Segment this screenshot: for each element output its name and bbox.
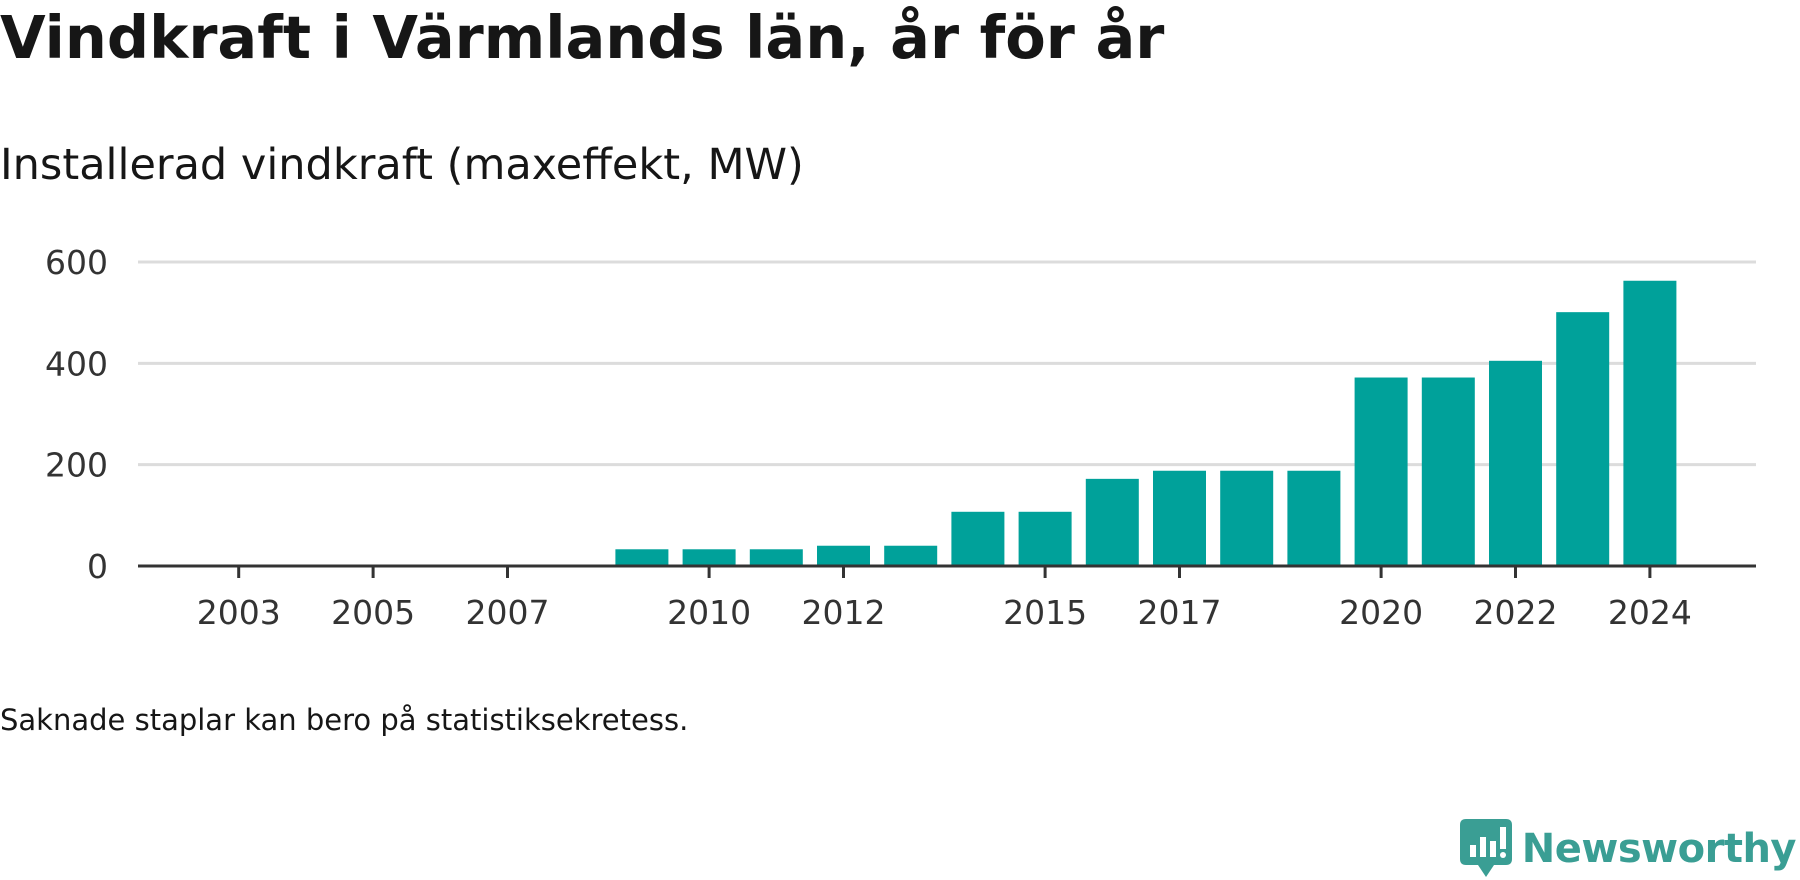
bar-2024 (1623, 280, 1677, 566)
x-tick-label-2003: 2003 (197, 593, 281, 632)
chart-subtitle: Installerad vindkraft (maxeffekt, MW) (0, 140, 804, 190)
bar-2009 (615, 549, 669, 566)
x-axis-labels: 2003 2005 2007 2010 2012 2015 2017 2020 2022 2024 (197, 593, 1692, 632)
footnote: Saknade staplar kan bero på statistiksek… (0, 703, 689, 737)
bar-2016 (1085, 478, 1139, 566)
x-tick-label-2020: 2020 (1339, 593, 1423, 632)
x-tick-label-2007: 2007 (466, 593, 550, 632)
bars (615, 280, 1677, 566)
bar-2018 (1220, 470, 1274, 566)
bar-2020 (1354, 377, 1408, 566)
x-tick-label-2017: 2017 (1138, 593, 1222, 632)
x-tick-label-2024: 2024 (1608, 593, 1692, 632)
bar-2019 (1287, 470, 1341, 566)
chart-title: Vindkraft i Värmlands län, år för år (0, 3, 1165, 72)
y-axis-labels: 0 200 400 600 (45, 243, 108, 586)
y-tick-label-400: 400 (45, 344, 108, 383)
bar-2011 (749, 549, 803, 566)
bar-2017 (1153, 470, 1206, 566)
bar-2010 (682, 549, 736, 566)
bar-2013 (884, 545, 938, 566)
y-tick-label-0: 0 (87, 547, 108, 586)
bar-2014 (951, 511, 1005, 566)
x-tick-label-2005: 2005 (331, 593, 415, 632)
x-axis (138, 564, 1756, 578)
x-tick-label-2022: 2022 (1474, 593, 1558, 632)
x-tick-label-2015: 2015 (1003, 593, 1087, 632)
bar-2012 (817, 545, 870, 566)
x-tick-label-2012: 2012 (802, 593, 886, 632)
bar-2023 (1556, 312, 1610, 566)
brand-name: Newsworthy (1521, 826, 1797, 872)
brand-logo: Newsworthy (1459, 818, 1797, 880)
x-tick-label-2010: 2010 (667, 593, 751, 632)
y-tick-label-200: 200 (45, 446, 108, 485)
y-tick-label-600: 600 (45, 243, 108, 282)
bar-2015 (1018, 511, 1072, 566)
bar-2021 (1421, 377, 1475, 566)
bar-2022 (1489, 360, 1542, 566)
gridlines (138, 260, 1756, 467)
newsworthy-logo-icon (1459, 819, 1512, 877)
